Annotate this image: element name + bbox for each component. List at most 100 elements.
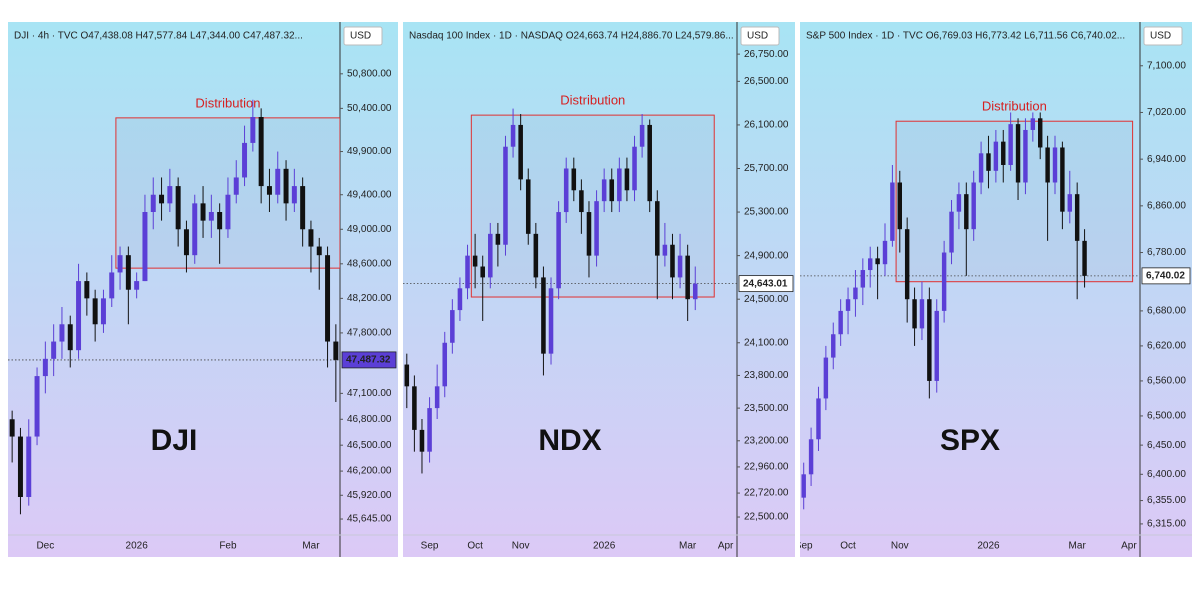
candle-body: [233, 177, 239, 195]
candle-body: [875, 258, 880, 265]
y-tick-label: 23,500.00: [744, 403, 789, 414]
candle-body: [541, 277, 546, 354]
candle-body: [100, 298, 106, 325]
watermark: SPX: [940, 424, 1000, 457]
candle-body: [624, 168, 630, 191]
currency-box: [1143, 26, 1183, 46]
candle-body: [986, 153, 991, 171]
candle-body: [26, 436, 32, 497]
candle-body: [548, 288, 554, 354]
y-tick-label: 6,560.00: [1147, 376, 1186, 387]
watermark: DJI: [151, 424, 198, 457]
candle-body: [808, 439, 814, 475]
chart-panel: SPX Distribution S&P 500 Index · 1D · TVC …: [795, 22, 1192, 557]
x-tick-label: 2026: [977, 541, 1000, 552]
y-tick-label: 47,800.00: [347, 328, 392, 339]
candle-body: [167, 186, 173, 204]
candle-body: [300, 186, 306, 230]
y-tick-label: 6,940.00: [1147, 154, 1186, 165]
plot-area: SPX Distribution: [800, 99, 1140, 510]
candle-body: [200, 203, 206, 221]
candle-body: [442, 342, 448, 387]
y-tick-label: 49,400.00: [347, 189, 392, 200]
symbol-legend: S&P 500 Index · 1D · TVC O6,769.03 H6,77…: [806, 31, 1125, 42]
candle-body: [242, 142, 248, 178]
y-tick-label: 7,100.00: [1147, 60, 1186, 71]
candle-body: [17, 436, 23, 497]
symbol-legend: Nasdaq 100 Index · 1D · NASDAQ O24,663.7…: [409, 31, 734, 42]
y-tick-label: 22,720.00: [744, 488, 789, 499]
candle-body: [556, 212, 561, 289]
candle-body: [325, 255, 331, 342]
y-tick-label: 24,500.00: [744, 294, 789, 305]
candle-body: [175, 186, 181, 230]
candle-body: [1008, 124, 1013, 165]
candle-body: [208, 212, 214, 221]
x-tick-label: Mar: [302, 541, 320, 552]
y-tick-label: 6,315.00: [1147, 519, 1186, 530]
y-tick-label: 49,900.00: [347, 146, 392, 157]
time-axis: Sep Oct Nov 2026 Mar Apr: [795, 541, 1137, 552]
y-tick-label: 6,860.00: [1147, 200, 1186, 211]
x-tick-label: Nov: [512, 541, 530, 552]
annotation-label: Distribution: [982, 99, 1047, 114]
candle-body: [510, 124, 516, 147]
candle-body: [217, 212, 223, 230]
candle-body: [275, 168, 281, 195]
panel-background: [800, 22, 1192, 557]
x-tick-label: Mar: [1069, 541, 1087, 552]
candle-body: [34, 376, 40, 437]
y-tick-label: 48,600.00: [347, 258, 392, 269]
candle-body: [404, 364, 410, 387]
y-tick-label: 45,645.00: [347, 514, 392, 525]
candle-body: [525, 179, 531, 234]
candle-body: [283, 168, 289, 204]
y-tick-label: 46,500.00: [347, 440, 392, 451]
y-tick-label: 6,400.00: [1147, 469, 1186, 480]
candle-body: [51, 341, 57, 359]
candle-body: [495, 233, 501, 245]
candle-body: [427, 408, 432, 452]
y-tick-label: 26,100.00: [744, 120, 789, 131]
candle-body: [150, 194, 156, 212]
candle-body: [76, 281, 82, 351]
x-tick-label: 2026: [126, 541, 149, 552]
y-tick-label: 23,800.00: [744, 370, 789, 381]
candle-body: [956, 194, 962, 212]
annotation-label: Distribution: [195, 95, 260, 110]
candle-body: [845, 299, 851, 311]
y-tick-label: 50,400.00: [347, 103, 392, 114]
candle-body: [134, 281, 140, 290]
y-tick-label: 6,500.00: [1147, 411, 1186, 422]
y-tick-label: 6,450.00: [1147, 440, 1186, 451]
time-axis: Sep Oct Nov 2026 Mar Apr: [421, 541, 734, 552]
y-tick-label: 47,100.00: [347, 388, 392, 399]
candle-body: [1060, 147, 1065, 212]
candle-body: [1023, 129, 1028, 183]
candle-body: [192, 203, 198, 256]
candle-body: [685, 255, 690, 300]
candle-body: [250, 117, 256, 143]
x-tick-label: Sep: [795, 541, 813, 552]
candle-body: [159, 194, 165, 204]
candle-body: [964, 194, 969, 230]
candle-body: [266, 186, 272, 195]
candle-body: [9, 419, 15, 437]
candle-body: [941, 252, 947, 311]
y-tick-label: 46,200.00: [347, 466, 392, 477]
candle-body: [503, 146, 508, 245]
candle-body: [897, 182, 902, 230]
x-tick-label: Apr: [718, 541, 734, 552]
candle-body: [225, 194, 231, 230]
candle-body: [533, 233, 539, 278]
candle-body: [838, 310, 843, 335]
annotation-label: Distribution: [560, 93, 625, 108]
candle-body: [183, 229, 189, 256]
x-tick-label: 2026: [593, 541, 616, 552]
candle-body: [117, 255, 123, 273]
candle-body: [1067, 194, 1072, 212]
candle-body: [868, 258, 873, 271]
candle-body: [978, 153, 984, 183]
candle-body: [1074, 194, 1080, 241]
